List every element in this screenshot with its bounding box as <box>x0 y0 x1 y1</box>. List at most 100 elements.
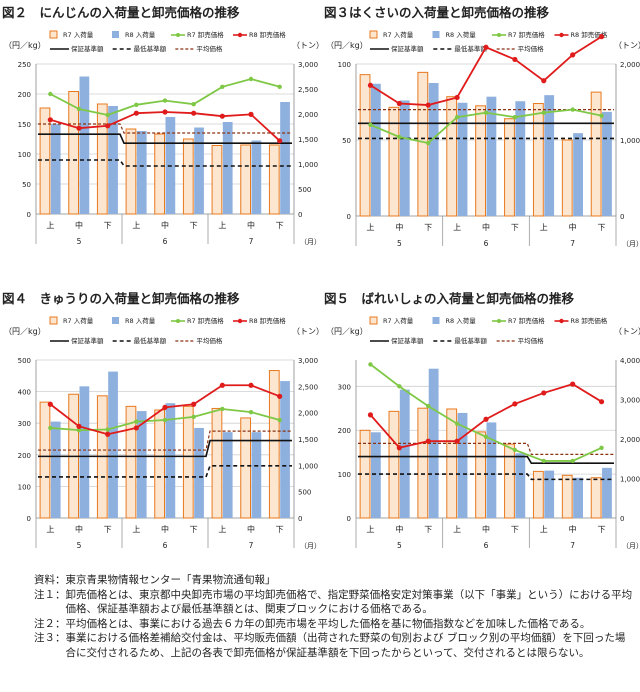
point-r8-price <box>483 416 489 422</box>
bar-r7-volume <box>154 133 165 215</box>
bar-r8-volume <box>194 127 204 214</box>
left-tick-label: 200 <box>338 427 351 435</box>
month-label: 6 <box>484 239 489 248</box>
point-r7-price <box>134 102 139 108</box>
note-source: 資料： 東京青果物情報センター「青果物流通旬報」 <box>34 573 634 588</box>
left-tick-label: 0 <box>347 515 351 523</box>
legend-label: 保証基準額 <box>71 44 104 53</box>
month-label: 5 <box>77 237 82 246</box>
right-axis-unit: （トン） <box>292 41 322 50</box>
right-tick-label: 0 <box>298 211 302 219</box>
legend-swatch-r8-volume <box>112 317 119 324</box>
point-r7-price <box>134 419 139 424</box>
bar-r7-volume <box>561 139 573 217</box>
legend-label: 保証基準額 <box>391 44 424 53</box>
legend-label: 平均価格 <box>196 336 223 345</box>
left-tick-label: 50 <box>342 137 351 145</box>
left-axis-unit: （円／kg） <box>4 41 46 50</box>
month-label: 7 <box>249 541 254 550</box>
chart-title: 図４ きゅうりの入荷量と卸売価格の推移 <box>2 291 240 306</box>
bar-r8-volume <box>602 111 612 216</box>
left-tick-label: 400 <box>18 389 31 397</box>
point-r8-price <box>367 82 374 88</box>
left-tick-label: 100 <box>18 151 31 159</box>
x-tick-label: 中 <box>161 524 169 534</box>
bar-r7-volume <box>211 145 223 215</box>
x-tick-label: 上 <box>540 525 548 534</box>
legend-label: R8 入荷量 <box>125 30 156 39</box>
legend-marker-r8-price <box>559 32 564 38</box>
month-label: 5 <box>397 541 402 550</box>
point-r7-price <box>397 134 402 140</box>
line-minimum-standard <box>38 159 292 167</box>
bar-r7-volume <box>125 128 137 215</box>
note-1: 注１： 卸売価格とは、東京都中央卸売市場の平均卸売価格で、指定野菜価格安定対策事… <box>34 588 634 617</box>
point-r8-price <box>512 401 518 407</box>
point-r8-price <box>277 138 283 144</box>
month-label: 6 <box>163 541 168 550</box>
bar-r8-volume <box>280 102 290 214</box>
point-r8-price <box>162 109 168 115</box>
x-tick-label: 下 <box>276 221 284 230</box>
legend-marker-r7-price <box>497 33 501 37</box>
right-axis-unit: （トン） <box>292 327 322 336</box>
right-tick-label: 4,000 <box>620 357 640 365</box>
point-r8-price <box>512 56 518 63</box>
point-r8-price <box>483 44 489 50</box>
point-r8-price <box>105 431 111 437</box>
bar-r8-volume <box>457 102 468 216</box>
x-tick-label: 上 <box>46 525 54 534</box>
line-average-price <box>38 123 292 134</box>
left-tick-label: 300 <box>338 383 351 391</box>
chart-svg: 図４ きゅうりの入荷量と卸売価格の推移 （円／kg） （トン） R7 入荷量 R8 入荷… <box>2 291 322 550</box>
line-guarantee-standard <box>38 439 292 458</box>
left-tick-label: 200 <box>18 91 31 99</box>
x-tick-label: 中 <box>247 220 255 230</box>
legend-label: 最低基準額 <box>134 336 167 345</box>
bar-r7-volume <box>532 470 544 519</box>
legend-label: 最低基準額 <box>454 336 487 345</box>
point-r7-price <box>368 362 373 367</box>
point-r8-price <box>133 110 139 116</box>
chart-title: 図５ ばれいしょの入荷量と卸売価格の推移 <box>324 291 575 306</box>
point-r7-price <box>48 91 53 97</box>
point-r7-price <box>454 421 460 426</box>
point-r7-price <box>512 447 518 453</box>
point-r7-price <box>570 458 575 464</box>
point-r7-price <box>277 84 282 90</box>
right-tick-label: 0 <box>620 515 624 523</box>
bar-r8-volume <box>280 381 290 518</box>
point-r7-price <box>426 403 431 409</box>
legend-marker-r7-price <box>497 319 501 323</box>
bar-r7-volume <box>240 144 251 215</box>
bar-r7-volume <box>39 107 51 215</box>
line-guarantee-standard <box>38 133 292 144</box>
x-tick-label: 下 <box>424 223 432 232</box>
bar-r8-volume <box>399 389 410 518</box>
x-tick-label: 下 <box>511 223 519 232</box>
left-tick-label: 200 <box>18 452 31 460</box>
right-tick-label: 2,500 <box>298 383 318 391</box>
point-r8-price <box>396 445 402 451</box>
legend-marker-r7-price <box>176 33 180 37</box>
left-axis-unit: （円／kg） <box>4 327 46 336</box>
point-r7-price <box>248 76 254 82</box>
legend-swatch-r7-volume <box>49 30 58 39</box>
x-tick-label: 下 <box>104 221 112 230</box>
left-axis-unit: （円／kg） <box>326 327 368 336</box>
point-r7-price <box>454 115 460 120</box>
right-tick-label: 2,000 <box>620 436 640 444</box>
bar-r8-volume <box>573 133 583 216</box>
bar-r8-volume <box>515 453 526 518</box>
x-tick-label: 上 <box>132 525 140 534</box>
legend-label: 保証基準額 <box>71 336 104 345</box>
legend-label: R7 入荷量 <box>63 30 94 39</box>
point-r8-price <box>76 125 82 131</box>
bar-r8-volume <box>108 106 118 214</box>
legend-label: R8 卸売価格 <box>571 316 608 325</box>
x-tick-label: 下 <box>424 525 432 534</box>
bar-r7-volume <box>182 138 194 215</box>
bar-r8-volume <box>486 96 497 216</box>
point-r8-price <box>541 78 547 84</box>
point-r7-price <box>76 427 82 433</box>
